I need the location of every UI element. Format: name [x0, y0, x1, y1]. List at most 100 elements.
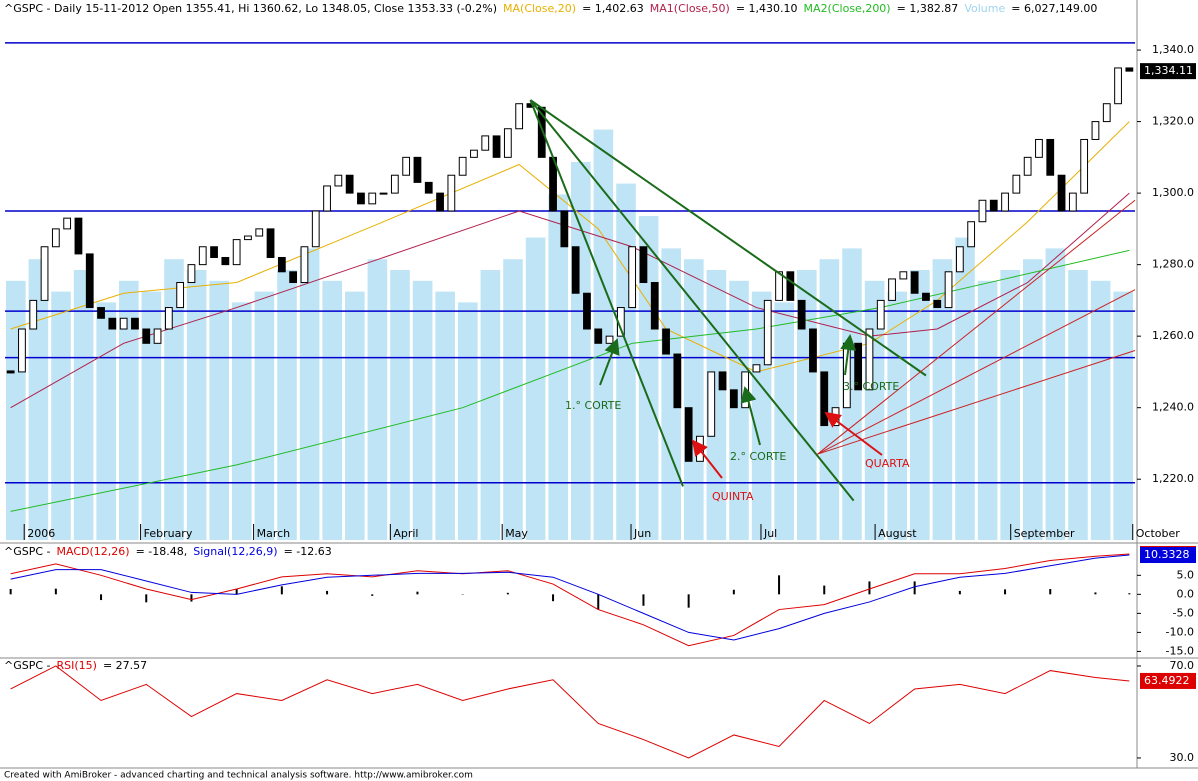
volume-bar [910, 270, 930, 540]
volume-bar [1023, 259, 1043, 540]
volume-bar [390, 270, 410, 540]
candle-body [323, 185, 331, 212]
x-tick-label: March [257, 527, 291, 540]
candle-body [707, 371, 716, 437]
volume-bar [96, 302, 116, 540]
candle-body [922, 292, 930, 301]
candle-body [1114, 67, 1122, 105]
candle-body [944, 271, 953, 309]
x-tick-label: August [878, 527, 917, 540]
moving-average [10, 249, 1130, 512]
candle-body [176, 282, 185, 309]
legend-value: = 1,402.63 [582, 2, 644, 15]
chart-title: ^GSPC - [4, 659, 51, 672]
candle-body [628, 246, 637, 309]
candle-body [447, 174, 456, 212]
candle-body [85, 253, 94, 309]
indicator-line [10, 554, 1130, 641]
candle-body [357, 192, 365, 205]
candle-body [876, 299, 885, 330]
candle-body [221, 256, 230, 266]
y-tick-label: -10.0 [1166, 625, 1194, 638]
candle-body [955, 246, 964, 273]
candle-body [650, 282, 659, 330]
candle-body [673, 353, 682, 409]
candle-body [854, 342, 863, 391]
candle-body [232, 239, 241, 266]
candle-body [187, 264, 196, 284]
trendline [817, 289, 1136, 455]
candle-body [470, 149, 478, 158]
candle-body [560, 210, 569, 248]
volume-bar [1045, 248, 1066, 540]
candle-body [775, 271, 783, 301]
legend-value: = 6,027,149.00 [1011, 2, 1097, 15]
volume-bar [548, 194, 568, 540]
candle-body [1080, 138, 1089, 194]
legend-name: MA(Close,20) [503, 2, 576, 15]
legend-name: MACD(12,26) [57, 545, 130, 558]
candle-body [820, 371, 829, 427]
candle-body [266, 228, 275, 258]
candle-body [978, 199, 987, 223]
legend-name: MA1(Close,50) [650, 2, 730, 15]
indicator-line [10, 665, 1130, 759]
x-tick-label: October [1136, 527, 1180, 540]
y-tick-label: 1,280.0 [1152, 258, 1194, 271]
candle-body [571, 246, 580, 294]
candle-body [119, 317, 128, 330]
footer: Created with AmiBroker - advanced charti… [4, 771, 473, 781]
candle-body [933, 299, 942, 309]
volume-bar [1000, 270, 1020, 540]
legend-name: RSI(15) [57, 659, 97, 672]
value-tag-label: 1,334.11 [1144, 64, 1193, 77]
annotation: 3.° CORTE [843, 380, 899, 393]
annotation-arrow [740, 386, 761, 446]
candle-body [888, 278, 896, 301]
candle-body [131, 317, 139, 330]
candle-body [1035, 138, 1043, 158]
x-tick-label: April [393, 527, 418, 540]
candle-body [74, 217, 83, 255]
volume-bar [254, 291, 275, 540]
candle-body [436, 192, 444, 212]
candle-body [368, 192, 377, 205]
candle-body [718, 371, 727, 391]
x-tick-label: Jul [763, 527, 777, 540]
volume-bar [1113, 291, 1133, 540]
candle-body [967, 221, 976, 248]
volume-bar [729, 280, 749, 540]
value-tag-label: 63.4922 [1144, 674, 1190, 687]
volume-bar [955, 237, 975, 540]
candle-body [899, 271, 908, 280]
candle-body [198, 246, 207, 266]
volume-bar [51, 291, 71, 540]
candle-body [639, 246, 648, 284]
trendline [529, 99, 684, 487]
legend-name: Volume [964, 2, 1005, 15]
candle-body [865, 328, 874, 391]
candle-body [289, 271, 298, 284]
x-tick-label: September [1014, 527, 1075, 540]
candle-body [763, 299, 772, 366]
candle-body [729, 389, 738, 409]
candle-body [786, 271, 795, 301]
volume-bar [435, 291, 455, 540]
volume-bar [819, 259, 840, 540]
annotation-arrow [691, 439, 723, 479]
candle-body [797, 299, 806, 330]
volume-bar [684, 259, 704, 540]
candle-body [583, 292, 591, 330]
trendline [529, 99, 927, 377]
legend-value: = 1,382.87 [897, 2, 959, 15]
volume-bar [277, 270, 297, 540]
value-tag [1140, 547, 1196, 564]
y-tick-label: 1,220.0 [1152, 472, 1194, 485]
x-tick-label: February [144, 527, 193, 540]
candle-body [97, 307, 105, 319]
volume-bar [1090, 280, 1111, 540]
candle-body [1001, 192, 1009, 212]
candle-body [40, 246, 49, 301]
y-tick-label: 1,300.0 [1152, 186, 1194, 199]
